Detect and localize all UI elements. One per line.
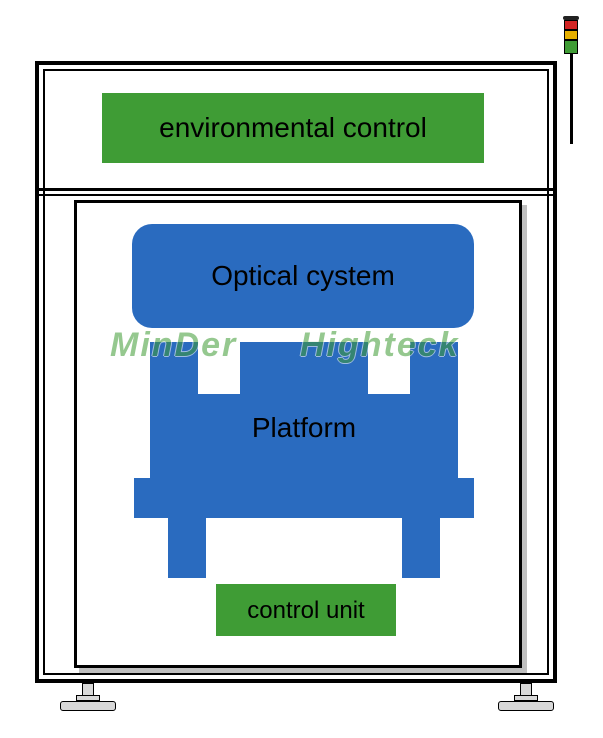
platform-leg-left — [168, 518, 206, 578]
platform-base — [134, 478, 474, 518]
environmental-control-label: environmental control — [102, 112, 484, 144]
top-divider-2 — [39, 194, 553, 196]
control-unit-label: control unit — [216, 597, 396, 625]
platform-notch-left — [198, 342, 240, 394]
signal-pole — [570, 54, 573, 144]
machine-diagram: environmental control Optical cystem Pla… — [0, 0, 603, 738]
optical-system-label: Optical cystem — [132, 260, 474, 292]
signal-yellow — [564, 30, 578, 40]
signal-red — [564, 20, 578, 30]
top-divider — [39, 188, 553, 191]
platform-leg-right — [402, 518, 440, 578]
signal-green — [564, 40, 578, 54]
platform-label: Platform — [150, 412, 458, 444]
platform-notch-right — [368, 342, 410, 394]
